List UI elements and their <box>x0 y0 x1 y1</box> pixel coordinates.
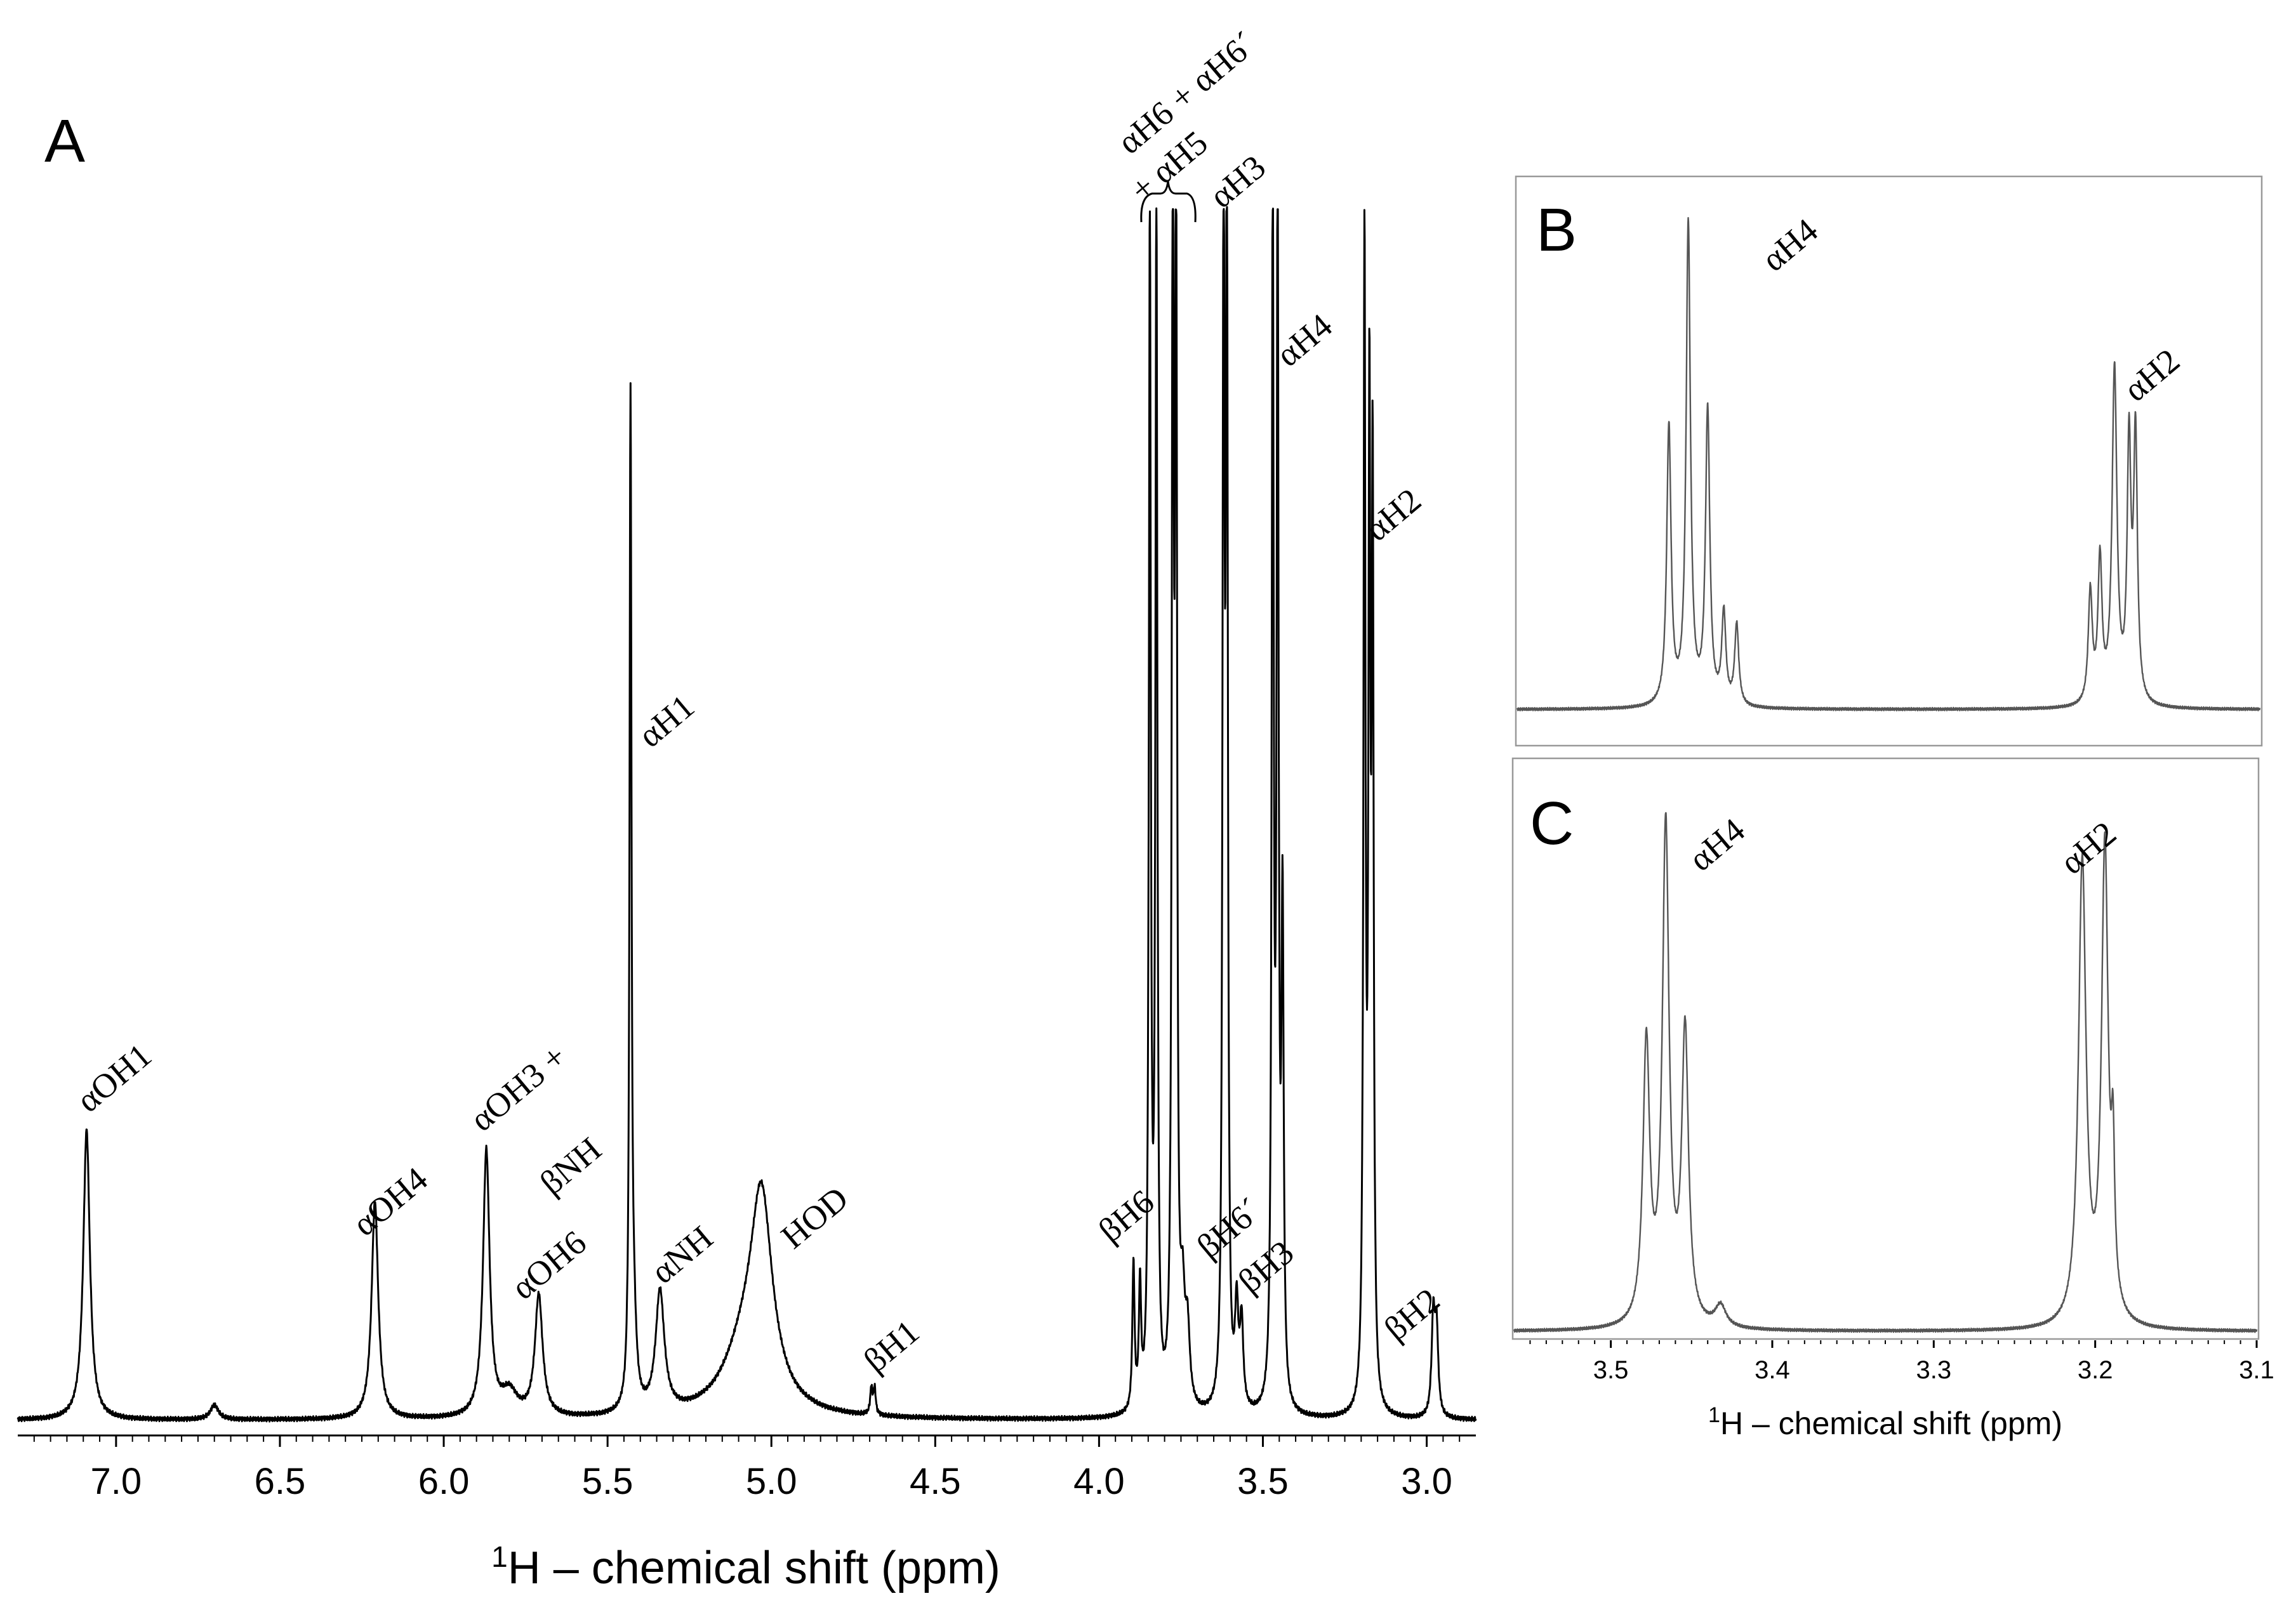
axis-a-tick-label: 6.5 <box>255 1461 306 1502</box>
peak-labels-c: αH4 αH2 <box>1682 811 2123 882</box>
b-peak-label: αH2 <box>2116 341 2187 409</box>
spectrum-panel-b: αH4 αH2 <box>1515 175 2263 747</box>
x-axis-label-a: 1H – chemical shift (ppm) <box>491 1540 1000 1593</box>
a-peak-label: αNH <box>644 1218 720 1291</box>
axis-a-tick-label: 3.5 <box>1237 1461 1289 1502</box>
a-peak-label: βH2 <box>1377 1281 1447 1348</box>
axis-a-tick-label: 3.0 <box>1401 1461 1452 1502</box>
panel-label-c: C <box>1530 789 1574 857</box>
spectrum-b-trace <box>1516 217 2261 711</box>
axis-c-tick-label: 3.4 <box>1755 1356 1790 1384</box>
x-axis-label-c: 1H – chemical shift (ppm) <box>1708 1403 2062 1441</box>
spectrum-panel-a: 7.0 6.5 6.0 5.5 5.0 4.5 4.0 3.5 3.0 αOH1 αOH4 αOH3… <box>17 25 1477 1593</box>
a-peak-label: βH1 <box>856 1312 926 1380</box>
a-peak-label: βH3 <box>1231 1233 1301 1300</box>
panel-label-b: B <box>1536 196 1577 264</box>
multiplet-bracket <box>1140 180 1197 223</box>
a-peak-label: αH3 <box>1202 148 1273 216</box>
axis-a-tick-label: 7.0 <box>91 1461 142 1502</box>
c-peak-label: αH4 <box>1682 811 1752 879</box>
axis-a-tick-label: 4.5 <box>910 1461 961 1502</box>
axis-a-tick-label: 5.5 <box>582 1461 634 1502</box>
a-peak-label: αH1 <box>631 687 701 755</box>
panel-c-frame <box>1511 757 2260 1340</box>
peak-labels-b: αH4 αH2 <box>1755 211 2187 409</box>
spectrum-a-trace <box>17 206 1477 1423</box>
c-peak-label: αH2 <box>2053 814 2123 882</box>
x-ticks-a: 7.0 6.5 6.0 5.5 5.0 4.5 4.0 3.5 3.0 <box>33 1435 1461 1502</box>
a-peak-label: αOH1 <box>69 1036 159 1120</box>
panel-label-a: A <box>44 107 85 175</box>
panel-b-frame <box>1515 175 2263 747</box>
axis-a-tick-label: 5.0 <box>746 1461 797 1502</box>
axis-c-tick-label: 3.5 <box>1593 1356 1629 1384</box>
axis-c-tick-label: 3.1 <box>2239 1356 2274 1384</box>
a-peak-label: HOD <box>774 1179 855 1256</box>
a-peak-label: βNH <box>533 1130 608 1202</box>
axis-a-tick-label: 4.0 <box>1073 1461 1125 1502</box>
axis-c-tick-label: 3.3 <box>1916 1356 1951 1384</box>
a-peak-label: αH4 <box>1269 307 1339 374</box>
a-peak-label: αOH3 + <box>463 1037 573 1138</box>
a-peak-label: αOH4 <box>345 1160 435 1244</box>
axis-a-tick-label: 6.0 <box>418 1461 470 1502</box>
x-ticks-c: 3.5 3.4 3.3 3.2 3.1 <box>1529 1340 2274 1384</box>
spectrum-panel-c: 3.5 3.4 3.3 3.2 3.1 αH4 αH2 1H – chemical shi… <box>1511 757 2274 1441</box>
axis-c-tick-label: 3.2 <box>2078 1356 2113 1384</box>
spectrum-c-trace <box>1513 812 2258 1333</box>
a-peak-label: αOH6 <box>504 1224 594 1307</box>
a-peak-label: βH6 <box>1091 1182 1161 1250</box>
b-peak-label: αH4 <box>1755 211 1825 279</box>
